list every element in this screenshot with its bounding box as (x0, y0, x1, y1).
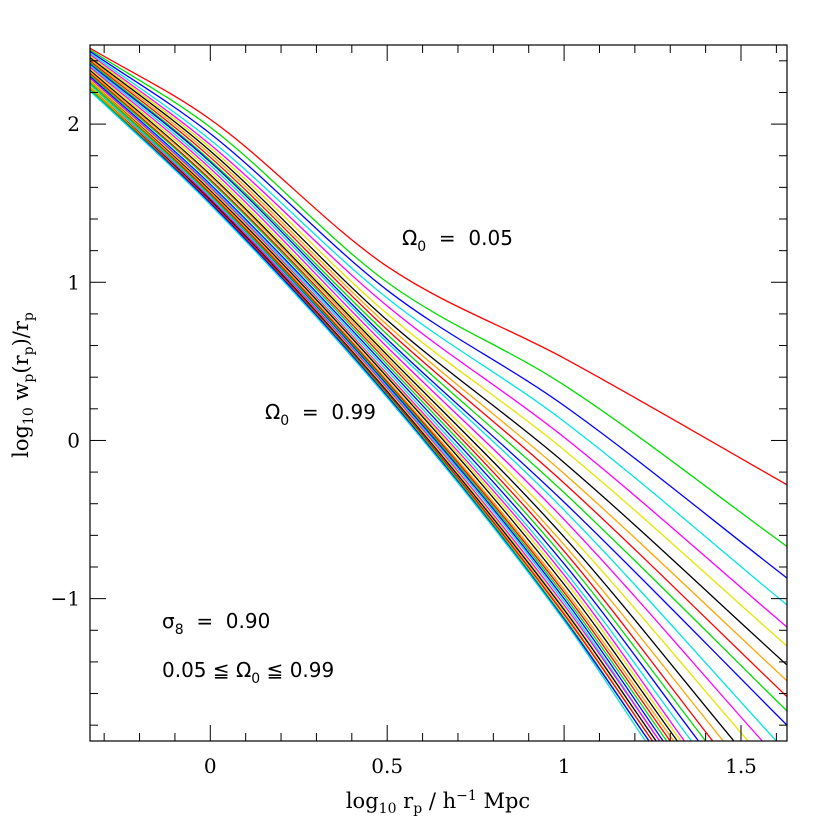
series-line (90, 61, 787, 712)
series-line (90, 85, 661, 741)
series-line (90, 65, 777, 741)
x-axis-label: log10 rp / h−1 Mpc (346, 788, 530, 817)
series-line (90, 87, 657, 741)
series-line (90, 90, 650, 741)
series-line (90, 55, 787, 647)
series-line (90, 82, 671, 741)
x-tick-label: 0.5 (371, 754, 403, 778)
y-tick-label: 0 (67, 428, 80, 452)
annotation-sigma8: σ8 = 0.90 (162, 609, 270, 638)
series-line (90, 57, 787, 666)
series-line (90, 71, 724, 741)
series-line (90, 50, 787, 579)
series-line (90, 72, 714, 741)
series-line (90, 58, 787, 682)
series-line (90, 76, 700, 741)
series-line (90, 80, 675, 741)
series-line (90, 49, 787, 547)
series-line (90, 77, 692, 741)
series-group (90, 47, 787, 741)
x-tick-label: 1 (558, 754, 571, 778)
y-tick-label: 1 (67, 270, 80, 294)
x-tick-label: 0 (204, 754, 217, 778)
series-line (90, 47, 787, 486)
series-line (90, 90, 647, 741)
series-line (90, 82, 668, 741)
series-line (90, 88, 654, 741)
series-line (90, 52, 787, 606)
series-line (90, 79, 682, 741)
series-line (90, 74, 707, 741)
series-line (90, 66, 763, 741)
x-tick-label: 1.5 (725, 754, 757, 778)
y-axis-label: log10 wp(rp)/rp (9, 312, 37, 458)
series-line (90, 53, 787, 628)
annotation-omega-range: 0.05 ≦ Ω0 ≦ 0.99 (162, 658, 334, 687)
ticks-group: 0 0.5 1 1.5 −1 0 1 2 (51, 45, 787, 778)
series-line (90, 84, 661, 741)
series-line (90, 63, 787, 726)
plot-frame (89, 44, 788, 742)
series-line (90, 77, 685, 741)
series-line (90, 60, 787, 698)
annotation-omega-low: Ω0 = 0.05 (402, 226, 513, 255)
y-tick-label: −1 (51, 587, 80, 611)
series-line (90, 68, 749, 741)
series-line (90, 80, 678, 741)
series-line (90, 69, 735, 741)
annotation-omega-high: Ω0 = 0.99 (265, 400, 376, 429)
y-tick-label: 2 (67, 112, 80, 136)
